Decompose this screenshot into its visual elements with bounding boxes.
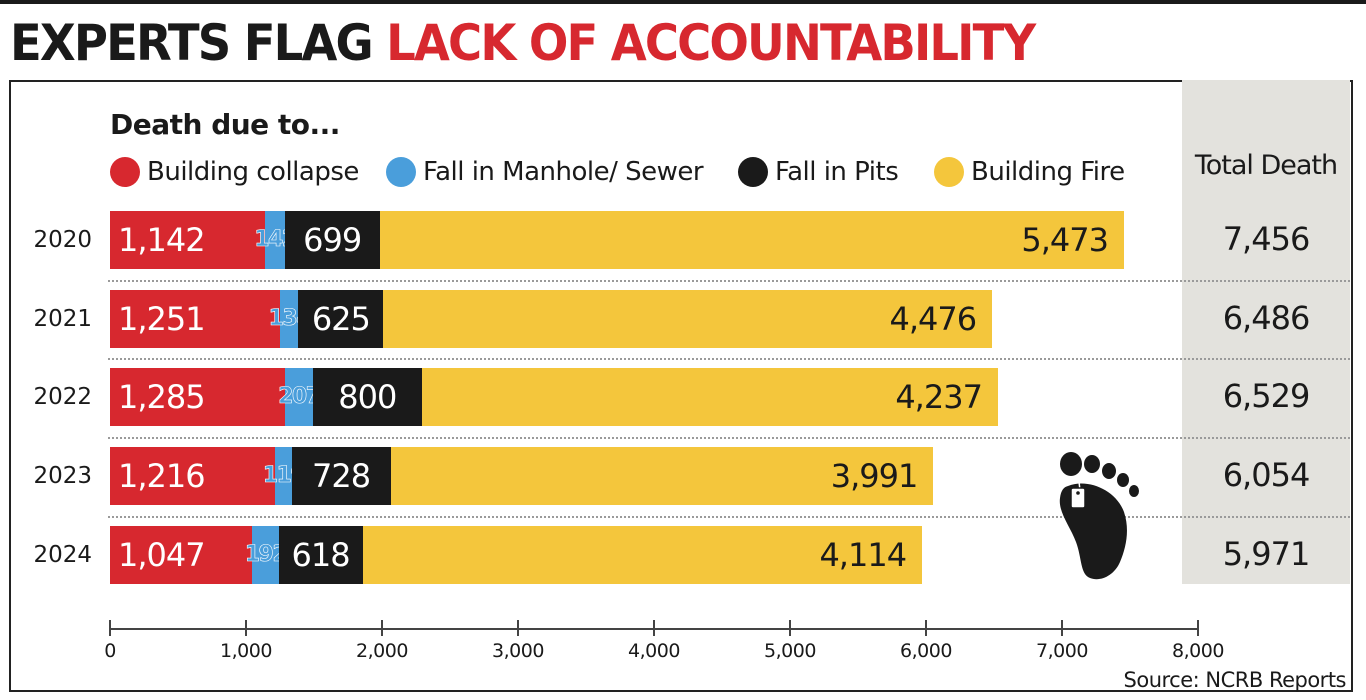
chart-frame (9, 80, 1353, 692)
data-label-building-fire-2023: 3,991 (830, 457, 919, 495)
data-label-building-collapse-2021: 1,251 (118, 300, 206, 338)
legend-swatch-building-fire (934, 157, 964, 187)
legend-swatch-manhole (386, 157, 416, 187)
x-axis-tick (653, 620, 655, 636)
x-axis-tick (245, 620, 247, 636)
x-axis-tick (1061, 620, 1063, 636)
bar-building-collapse-2022 (110, 368, 285, 426)
total-death-panel (1182, 80, 1350, 584)
legend-label-pits: Fall in Pits (775, 157, 899, 187)
data-label-pits-2023: 728 (312, 457, 371, 495)
x-axis-tick (789, 620, 791, 636)
bar-building-collapse-2021 (110, 290, 281, 348)
year-label-2022: 2022 (33, 384, 92, 410)
data-label-building-collapse-2020: 1,142 (118, 221, 206, 259)
x-tick-label: 3,000 (492, 640, 544, 662)
data-label-building-collapse-2022: 1,285 (118, 378, 206, 416)
data-label-pits-2020: 699 (303, 221, 362, 259)
bar-pits-2022 (312, 368, 422, 426)
legend: Building collapse Fall in Manhole/ Sewer… (0, 150, 1180, 194)
bar-manhole-2023 (275, 447, 292, 505)
bar-manhole-2024 (252, 526, 279, 584)
data-label-pits-2022: 800 (338, 378, 397, 416)
legend-item-manhole: Fall in Manhole/ Sewer (386, 150, 704, 194)
x-tick-label: 7,000 (1036, 640, 1088, 662)
year-label-2024: 2024 (33, 542, 92, 568)
bar-building-collapse-2020 (110, 211, 266, 269)
legend-label-building-collapse: Building collapse (147, 157, 359, 187)
row-separator (108, 437, 1350, 439)
total-death-value-2020: 7,456 (1222, 220, 1311, 258)
x-tick-label: 1,000 (220, 640, 272, 662)
bar-building-fire-2021 (383, 290, 993, 348)
data-label-building-fire-2024: 4,114 (819, 536, 907, 574)
total-death-value-2024: 5,971 (1222, 535, 1311, 573)
bar-pits-2023 (291, 447, 391, 505)
bar-building-collapse-2023 (110, 447, 276, 505)
x-axis-tick (925, 620, 927, 636)
x-axis-tick (1197, 620, 1199, 636)
chart-title: Death due to... (110, 108, 340, 141)
bar-manhole-2022 (284, 368, 313, 426)
data-label-building-fire-2022: 4,237 (895, 378, 983, 416)
x-tick-label: 5,000 (764, 640, 816, 662)
bar-building-fire-2023 (390, 447, 934, 505)
data-label-building-collapse-2024: 1,047 (118, 536, 206, 574)
bar-pits-2024 (278, 526, 363, 584)
bar-pits-2020 (284, 211, 380, 269)
total-death-value-2023: 6,054 (1222, 456, 1311, 494)
footprint-with-toe-tag-icon (1059, 452, 1139, 580)
legend-item-pits: Fall in Pits (738, 150, 899, 194)
year-label-2023: 2023 (33, 463, 92, 489)
row-separator (108, 280, 1350, 282)
legend-swatch-pits (738, 157, 768, 187)
source-note: Source: NCRB Reports (1123, 668, 1347, 692)
legend-label-manhole: Fall in Manhole/ Sewer (423, 157, 704, 187)
x-axis-tick (381, 620, 383, 636)
headline-part-2: LACK OF ACCOUNTABILITY (386, 14, 1036, 72)
legend-label-building-fire: Building Fire (971, 157, 1125, 187)
row-separator (108, 516, 1350, 518)
x-axis-tick (517, 620, 519, 636)
bar-building-fire-2024 (362, 526, 923, 584)
data-label-building-fire-2020: 5,473 (1021, 221, 1109, 259)
bar-building-fire-2022 (421, 368, 998, 426)
total-death-value-2022: 6,529 (1222, 377, 1311, 415)
year-label-2020: 2020 (33, 227, 92, 253)
total-death-value-2021: 6,486 (1222, 299, 1311, 337)
x-tick-label: 4,000 (628, 640, 680, 662)
legend-item-building-fire: Building Fire (934, 150, 1125, 194)
bar-pits-2021 (298, 290, 384, 348)
headline-part-1: EXPERTS FLAG (10, 14, 374, 72)
x-tick-label: 6,000 (900, 640, 952, 662)
x-tick-label: 0 (104, 640, 116, 662)
x-tick-label: 8,000 (1172, 640, 1224, 662)
x-axis-tick (109, 620, 111, 636)
x-tick-label: 2,000 (356, 640, 408, 662)
top-rule (0, 0, 1366, 4)
year-label-2021: 2021 (33, 306, 92, 332)
headline: EXPERTS FLAG LACK OF ACCOUNTABILITY (10, 10, 1036, 76)
data-label-pits-2024: 618 (291, 536, 350, 574)
data-label-building-collapse-2023: 1,216 (118, 457, 206, 495)
data-label-pits-2021: 625 (311, 300, 371, 338)
bar-manhole-2020 (265, 211, 285, 269)
row-separator (108, 358, 1350, 360)
bar-building-fire-2020 (379, 211, 1124, 269)
total-death-heading: Total Death (1194, 150, 1338, 181)
legend-item-building-collapse: Building collapse (110, 150, 359, 194)
bar-building-collapse-2024 (110, 526, 253, 584)
data-label-building-fire-2021: 4,476 (889, 300, 977, 338)
legend-swatch-building-collapse (110, 157, 140, 187)
bar-manhole-2021 (280, 290, 299, 348)
